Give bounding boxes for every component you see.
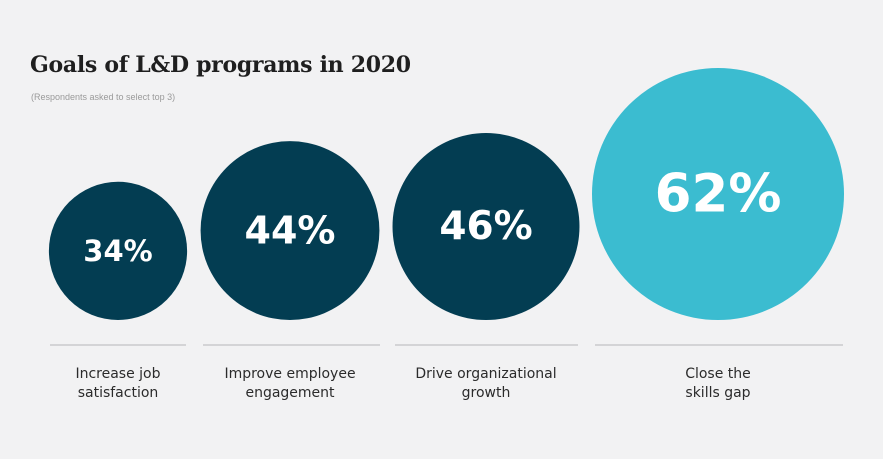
chart-subtitle: (Respondents asked to select top 3) [31, 92, 176, 102]
bubble-value-label-4: 62% [655, 164, 782, 225]
category-label-2: Improve employee engagement [224, 366, 356, 401]
bubble-4 [592, 68, 844, 320]
category-label-3: Drive organizational growth [415, 366, 557, 401]
category-label-4: Close the skills gap [685, 366, 751, 401]
bubble-value-label-3: 46% [439, 204, 532, 249]
bubble-2 [200, 141, 380, 320]
bubble-value-label-2: 44% [245, 209, 336, 253]
bubble-3 [392, 133, 580, 320]
chart-title: Goals of L&D programs in 2020 [30, 52, 411, 78]
category-label-1: Increase job satisfaction [75, 366, 161, 401]
bubble-1 [48, 181, 188, 320]
bubble-value-label-1: 34% [83, 234, 152, 268]
